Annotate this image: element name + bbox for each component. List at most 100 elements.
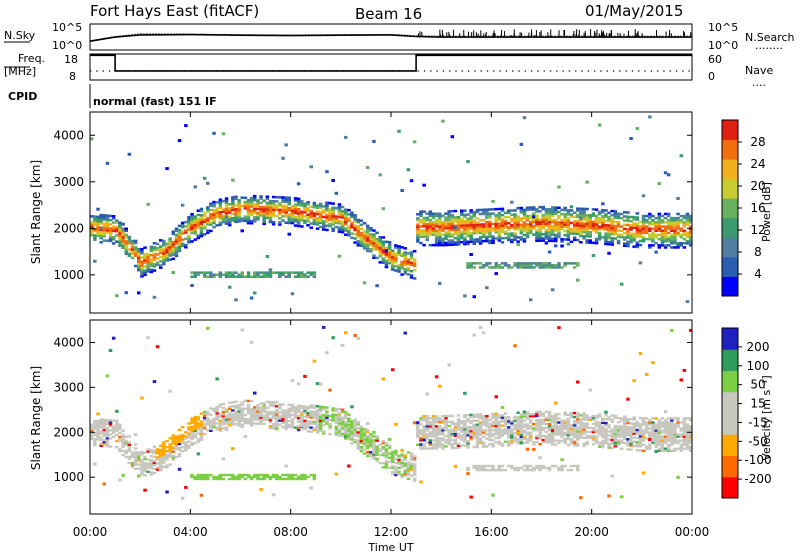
cell xyxy=(660,219,665,222)
cell xyxy=(485,415,489,418)
secondary-echo-cell xyxy=(303,473,307,477)
cell xyxy=(206,218,210,222)
secondary-echo-cell xyxy=(500,468,505,472)
cell xyxy=(265,206,270,209)
cell xyxy=(456,226,461,229)
cell xyxy=(372,248,376,251)
secondary-echo-cell xyxy=(303,477,307,481)
cell xyxy=(522,415,527,418)
cell xyxy=(140,266,144,270)
cell xyxy=(481,331,486,335)
cell xyxy=(447,233,451,236)
cell xyxy=(199,422,204,425)
cell xyxy=(372,443,376,446)
cell xyxy=(441,431,445,434)
cell xyxy=(331,202,335,205)
cell xyxy=(159,462,163,466)
cell xyxy=(488,214,492,217)
cell xyxy=(438,225,442,228)
cell xyxy=(162,239,166,243)
cell xyxy=(165,253,169,256)
cell xyxy=(663,429,668,432)
cell xyxy=(412,463,417,466)
cell xyxy=(174,250,179,253)
cell xyxy=(450,220,455,223)
cell xyxy=(585,436,589,440)
cell xyxy=(619,431,624,434)
cell xyxy=(90,425,94,428)
cell xyxy=(582,228,586,232)
cell xyxy=(572,434,577,437)
cell xyxy=(184,441,188,444)
cell xyxy=(594,421,599,424)
cell xyxy=(566,232,571,235)
cell xyxy=(663,447,668,450)
cell xyxy=(450,135,455,139)
cell xyxy=(616,417,621,420)
cell xyxy=(296,406,301,409)
cell xyxy=(206,419,210,422)
cell xyxy=(453,464,458,468)
cell xyxy=(381,259,386,262)
cell xyxy=(516,425,520,429)
cell xyxy=(309,211,313,215)
cell xyxy=(444,427,448,430)
cell xyxy=(582,234,586,238)
cell xyxy=(303,427,307,431)
cell xyxy=(184,246,188,249)
cell xyxy=(576,238,580,242)
cell xyxy=(268,421,273,424)
secondary-echo-cell xyxy=(532,266,536,269)
cell xyxy=(206,423,210,426)
cell xyxy=(400,260,404,264)
cell xyxy=(469,236,473,239)
cell xyxy=(563,427,567,430)
cell xyxy=(594,216,599,220)
cell xyxy=(663,421,668,424)
cell xyxy=(362,247,367,250)
cell xyxy=(444,241,448,245)
cell xyxy=(406,273,411,276)
cell xyxy=(290,405,295,409)
cell xyxy=(115,419,119,423)
cell xyxy=(670,237,674,241)
secondary-echo-cell xyxy=(544,266,549,269)
cell xyxy=(522,423,527,426)
cell xyxy=(688,229,693,232)
cell xyxy=(118,242,122,245)
cell xyxy=(228,405,232,409)
cell xyxy=(409,452,414,455)
secondary-echo-cell xyxy=(309,473,313,477)
cell xyxy=(666,240,671,243)
cell xyxy=(149,245,154,249)
cell xyxy=(604,424,608,427)
cell xyxy=(118,439,122,443)
cell xyxy=(177,241,182,244)
cell xyxy=(434,447,439,450)
cell xyxy=(347,433,351,437)
cell xyxy=(532,212,536,215)
cell xyxy=(532,441,536,444)
cell xyxy=(676,223,680,226)
cell xyxy=(143,463,147,467)
cell xyxy=(359,437,364,441)
cell xyxy=(231,200,235,203)
cell xyxy=(494,226,498,230)
cell xyxy=(133,248,138,251)
cell xyxy=(463,438,467,441)
cell xyxy=(212,407,216,411)
cell xyxy=(256,416,260,419)
cell xyxy=(663,233,668,237)
cell xyxy=(632,422,636,425)
cell xyxy=(296,410,301,414)
cell xyxy=(582,444,586,447)
cell xyxy=(516,415,520,419)
cell xyxy=(140,252,144,255)
cell xyxy=(419,241,423,245)
cell xyxy=(576,416,580,419)
cell xyxy=(221,208,226,211)
cell xyxy=(529,227,533,230)
cell xyxy=(365,233,370,236)
cell xyxy=(434,441,439,444)
